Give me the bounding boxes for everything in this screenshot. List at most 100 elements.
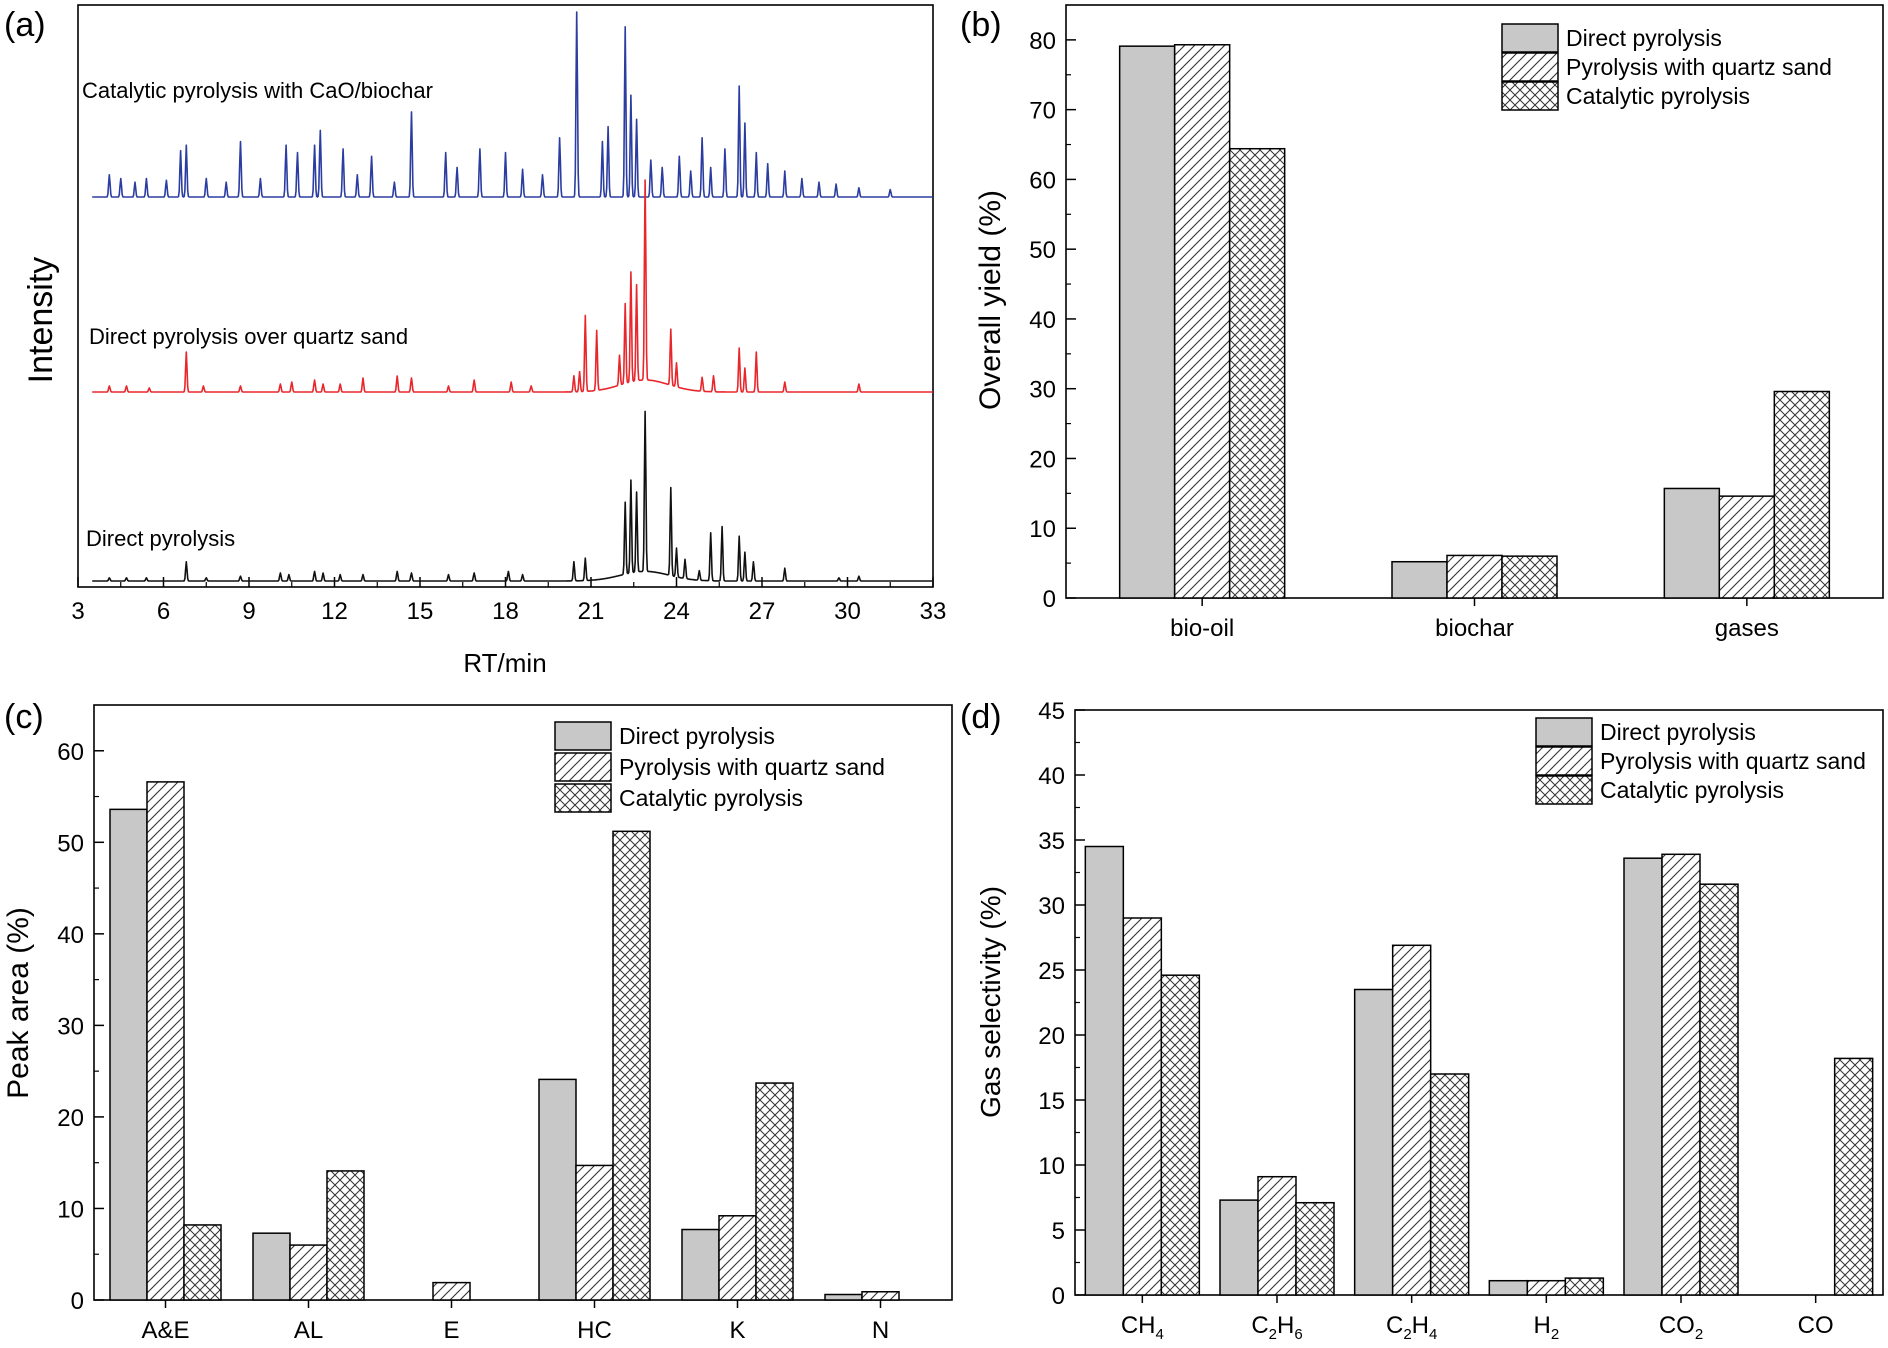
chart-a-xtick-label: 24: [663, 598, 690, 625]
y-tick-label: 10: [1038, 1153, 1065, 1180]
panel-label-b: (b): [960, 6, 1002, 44]
y-tick-label: 20: [1029, 446, 1056, 473]
chart-c-plot: 0 10 20 30 40 50 60 A&E AL E HC K N Direct pyrolysis P…: [57, 721, 900, 1344]
bar: [1718, 495, 1776, 599]
y-tick-label: 10: [1029, 516, 1056, 543]
bar: [1353, 988, 1394, 1296]
chart-b: Overall yield (%) 0 10 20 30 40 50 60 70 80 bio-o…: [974, 4, 1884, 642]
y-tick-label: 25: [1038, 958, 1065, 985]
legend-swatch: [554, 721, 612, 751]
panel-label-c: (c): [4, 698, 44, 736]
bar: [1663, 487, 1721, 599]
bar: [718, 1215, 757, 1301]
legend-label: Direct pyrolysis: [1600, 719, 1756, 745]
bar: [861, 1291, 900, 1301]
chart-a-plot: 3 6 9 12 15 18 21 24 27 30 33: [71, 11, 947, 625]
legend-swatch: [1501, 52, 1559, 82]
bar: [326, 1170, 365, 1301]
y-tick-label: 30: [57, 1013, 84, 1040]
y-tick-label: 45: [1038, 698, 1065, 725]
y-tick-label: 0: [1043, 586, 1056, 613]
legend-swatch: [1535, 746, 1593, 776]
chart-a-xtick-label: 21: [578, 598, 605, 625]
chart-a-trace-1: [92, 179, 934, 393]
bar: [1228, 147, 1286, 599]
bar: [1122, 917, 1163, 1296]
x-tick-label: CO2: [1659, 1312, 1703, 1343]
chart-a-xlabel: RT/min: [463, 648, 546, 678]
y-tick-label: 80: [1029, 28, 1056, 55]
chart-c-ylabel: Peak area (%): [2, 907, 35, 1099]
bar: [1833, 1057, 1874, 1296]
y-tick-label: 35: [1038, 828, 1065, 855]
bar: [1488, 1279, 1529, 1296]
bar: [538, 1078, 577, 1301]
chart-a-xtick-label: 27: [749, 598, 776, 625]
legend-label: Pyrolysis with quartz sand: [619, 754, 885, 780]
legend-label: Pyrolysis with quartz sand: [1600, 748, 1866, 774]
x-tick-label: C2H4: [1386, 1312, 1437, 1343]
chart-a-xtick-label: 9: [242, 598, 255, 625]
chart-a-xtick-label: 12: [321, 598, 348, 625]
y-tick-label: 40: [1029, 307, 1056, 334]
x-tick-label: E: [443, 1317, 459, 1344]
chart-d: Gas selectivity (%) 0 5 10 15 20 25 30 35 40 45 CH…: [975, 698, 1884, 1343]
y-tick-label: 50: [57, 830, 84, 857]
legend-swatch: [1535, 717, 1593, 747]
bar: [1257, 1175, 1297, 1296]
legend-swatch: [554, 752, 612, 782]
bar: [1661, 853, 1701, 1296]
y-tick-label: 10: [57, 1196, 84, 1223]
x-tick-label: AL: [294, 1317, 323, 1344]
x-tick-label: CO: [1798, 1312, 1834, 1339]
x-tick-label: CH4: [1121, 1312, 1164, 1343]
bar: [1160, 974, 1201, 1296]
y-tick-label: 20: [1038, 1023, 1065, 1050]
legend-swatch: [1501, 23, 1559, 53]
chart-a-xtick-label: 3: [71, 598, 84, 625]
bar: [681, 1228, 720, 1301]
bar: [1699, 883, 1739, 1296]
x-tick-label: gases: [1715, 615, 1779, 642]
y-tick-label: 0: [71, 1288, 84, 1315]
legend-label: Catalytic pyrolysis: [1600, 777, 1784, 803]
legend-label: Direct pyrolysis: [619, 723, 775, 749]
bar: [289, 1244, 328, 1301]
bar: [252, 1232, 291, 1301]
bar: [109, 808, 148, 1301]
chart-a-xtick-label: 18: [492, 598, 519, 625]
chart-c: Peak area (%) 0 10 20 30 40 50 60 A&E AL E HC K N Dir…: [2, 704, 953, 1344]
y-tick-label: 50: [1029, 237, 1056, 264]
chart-b-ylabel: Overall yield (%): [974, 190, 1007, 410]
chart-a: Intensity RT/min Catalytic pyrolysis wit…: [22, 4, 947, 678]
bar: [1219, 1199, 1259, 1296]
bar: [1118, 45, 1176, 599]
bar: [1526, 1279, 1567, 1296]
chart-a-xtick-label: 6: [157, 598, 170, 625]
bar: [575, 1164, 614, 1301]
x-tick-label: bio-oil: [1170, 615, 1234, 642]
chart-b-plot: 0 10 20 30 40 50 60 70 80 bio-oil biochar gases Dire…: [1029, 23, 1832, 642]
y-tick-label: 60: [57, 739, 84, 766]
y-tick-label: 15: [1038, 1088, 1065, 1115]
y-tick-label: 30: [1029, 377, 1056, 404]
bar: [1773, 390, 1831, 599]
panel-label-a: (a): [4, 6, 46, 44]
chart-a-ylabel: Intensity: [22, 257, 60, 384]
chart-a-series-label-catalytic: Catalytic pyrolysis with CaO/biochar: [82, 78, 433, 103]
y-tick-label: 70: [1029, 98, 1056, 125]
y-tick-label: 20: [57, 1105, 84, 1132]
legend-swatch: [1535, 775, 1593, 805]
bar: [824, 1293, 863, 1301]
x-tick-label: H2: [1533, 1312, 1559, 1343]
bar: [432, 1281, 471, 1301]
x-tick-label: HC: [577, 1317, 612, 1344]
x-tick-label: K: [729, 1317, 745, 1344]
chart-c-frame: [93, 704, 953, 1301]
legend-swatch: [554, 783, 612, 813]
y-tick-label: 60: [1029, 167, 1056, 194]
chart-a-xtick-label: 33: [920, 598, 947, 625]
bar: [1391, 944, 1432, 1296]
panel-label-d: (d): [960, 698, 1002, 736]
